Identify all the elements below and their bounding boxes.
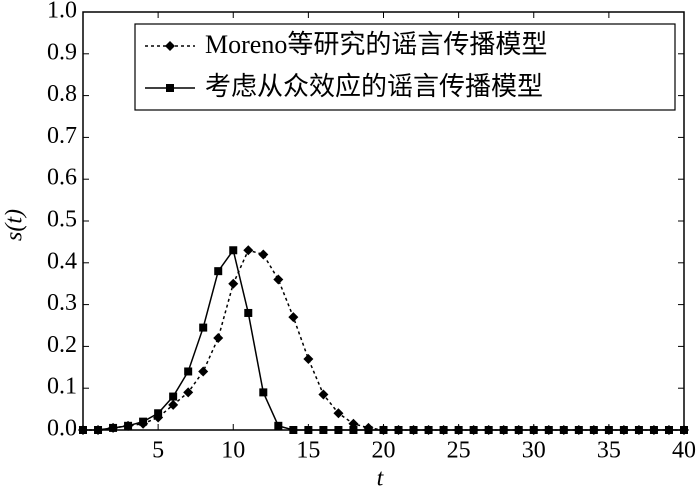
marker xyxy=(168,399,179,410)
marker xyxy=(183,387,194,398)
y-tick-label: 0.6 xyxy=(47,165,77,191)
y-tick-label: 0.2 xyxy=(47,332,77,358)
marker xyxy=(304,426,313,434)
marker xyxy=(664,426,673,434)
x-tick-label: 10 xyxy=(221,438,245,464)
legend-label: Moreno等研究的谣言传播模型 xyxy=(205,30,547,59)
marker xyxy=(79,426,87,434)
marker xyxy=(109,423,118,432)
marker xyxy=(228,278,239,289)
marker xyxy=(288,312,299,323)
marker xyxy=(154,409,163,418)
marker xyxy=(680,426,688,434)
marker xyxy=(319,426,328,434)
marker xyxy=(274,421,283,430)
x-tick-label: 40 xyxy=(672,438,696,464)
marker xyxy=(303,353,314,364)
legend-marker xyxy=(166,84,174,92)
marker xyxy=(379,426,388,434)
x-tick-label: 20 xyxy=(372,438,396,464)
x-tick-label: 25 xyxy=(447,438,471,464)
marker xyxy=(259,388,268,397)
marker xyxy=(424,426,433,434)
marker xyxy=(469,426,478,434)
x-tick-label: 35 xyxy=(597,438,621,464)
x-axis-label: t xyxy=(377,466,385,491)
marker xyxy=(214,267,223,276)
x-tick-label: 30 xyxy=(522,438,546,464)
marker xyxy=(334,426,343,434)
marker xyxy=(199,323,208,332)
y-tick-label: 0.0 xyxy=(47,416,77,442)
x-tick-label: 5 xyxy=(152,438,164,464)
legend-marker xyxy=(165,41,175,51)
y-tick-label: 0.1 xyxy=(47,374,77,400)
marker xyxy=(273,274,284,285)
x-tick-label: 15 xyxy=(296,438,320,464)
marker xyxy=(169,392,178,401)
marker xyxy=(94,426,103,434)
marker xyxy=(559,426,568,434)
marker xyxy=(139,417,148,426)
marker xyxy=(484,426,493,434)
marker xyxy=(258,249,269,260)
marker xyxy=(454,426,463,434)
marker xyxy=(349,426,358,434)
marker xyxy=(649,426,658,434)
y-tick-label: 0.8 xyxy=(47,81,77,107)
legend-label: 考虑从众效应的谣言传播模型 xyxy=(205,72,543,101)
y-tick-label: 0.5 xyxy=(47,207,77,233)
marker xyxy=(394,426,403,434)
marker xyxy=(198,366,209,377)
marker xyxy=(244,308,253,317)
y-tick-label: 0.3 xyxy=(47,290,77,316)
marker xyxy=(514,426,523,434)
marker xyxy=(619,426,628,434)
marker xyxy=(229,246,238,255)
marker xyxy=(439,426,448,434)
marker xyxy=(409,426,418,434)
marker xyxy=(634,426,643,434)
y-tick-label: 0.7 xyxy=(47,123,77,149)
marker xyxy=(289,426,298,434)
marker xyxy=(604,426,613,434)
marker xyxy=(589,426,598,434)
marker xyxy=(364,426,373,434)
marker xyxy=(184,367,193,376)
marker xyxy=(574,426,583,434)
y-axis-label: s(t) xyxy=(2,209,28,241)
y-tick-label: 0.9 xyxy=(47,39,77,65)
marker xyxy=(499,426,508,434)
marker xyxy=(124,421,133,430)
marker xyxy=(213,333,224,344)
marker xyxy=(243,245,254,256)
legend-box xyxy=(134,23,676,111)
marker xyxy=(544,426,553,434)
marker xyxy=(318,389,329,400)
marker xyxy=(529,426,538,434)
y-tick-label: 0.4 xyxy=(47,248,77,274)
y-tick-label: 1.0 xyxy=(47,0,77,24)
marker xyxy=(333,408,344,419)
